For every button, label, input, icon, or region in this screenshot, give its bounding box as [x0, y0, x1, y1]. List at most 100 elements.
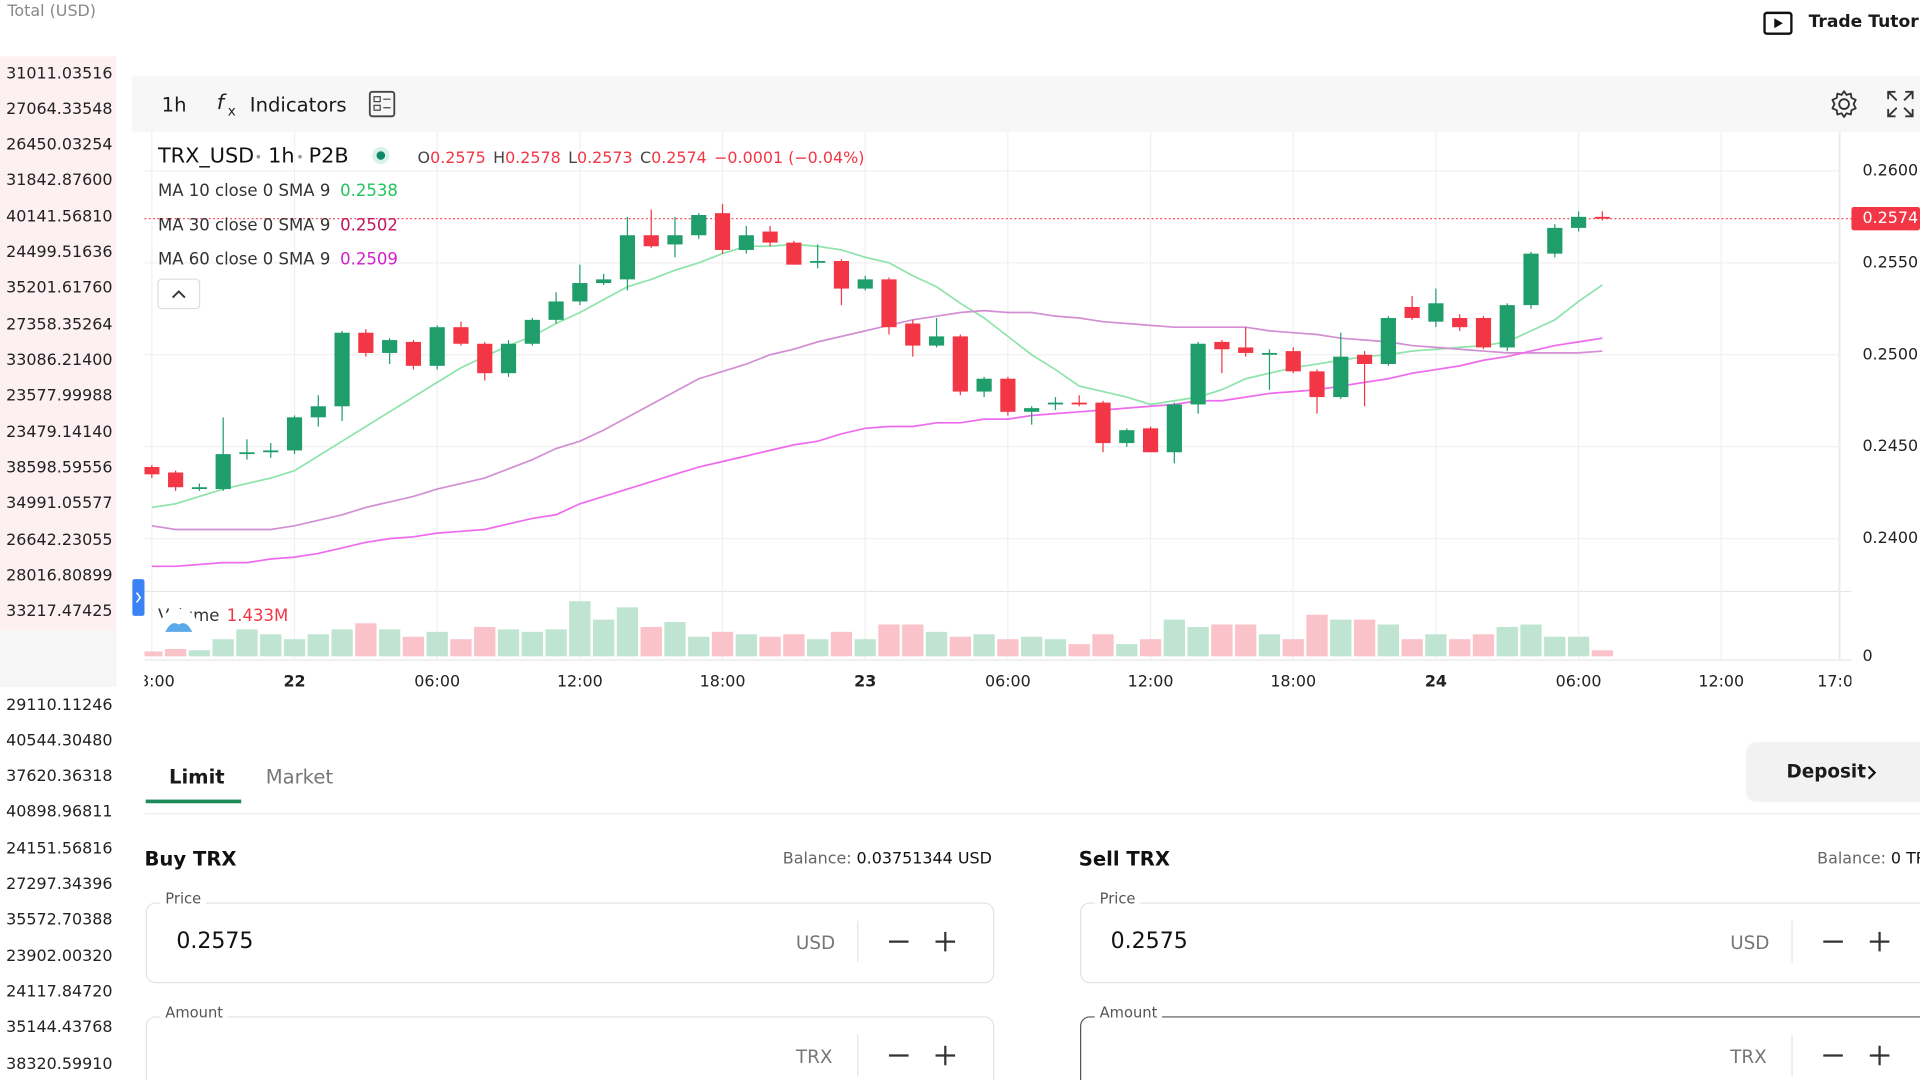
last-price-tag [1851, 207, 1920, 231]
total-value: 27297.34396 [6, 875, 113, 895]
volume-icon [165, 623, 193, 632]
volume-bar [283, 639, 306, 657]
y-tick-label: 0.2450 [1862, 436, 1918, 455]
toggle-chevron [135, 592, 142, 603]
y-tick-label: 0.2550 [1862, 252, 1918, 271]
ma-legend: MA 60 close 0 SMA 9 0.2509 [158, 249, 398, 268]
side-panel-toggle[interactable] [132, 579, 145, 616]
ma-line [151, 337, 1603, 568]
input-divider [1791, 920, 1793, 963]
ma-value: 0.2509 [340, 249, 398, 268]
candle-body [1404, 306, 1420, 319]
candle-body [382, 340, 398, 353]
candle-body [1475, 318, 1492, 348]
total-value: 33086.21400 [6, 351, 113, 370]
stepper[interactable] [887, 1043, 973, 1067]
x-tick-label: 06:00 [985, 672, 1031, 691]
candle-body [691, 215, 707, 236]
y-tick-label: 0.2400 [1862, 528, 1918, 547]
total-value: 23479.14140 [6, 423, 113, 442]
candle-body [928, 336, 945, 346]
volume-bar [664, 622, 686, 657]
volume-bar [1567, 636, 1590, 657]
ohlc-label: H [493, 147, 505, 166]
candles [144, 203, 1610, 491]
candle-body [1570, 216, 1587, 228]
price-value: 0.2575 [1110, 928, 1188, 954]
fullscreen-button[interactable] [1887, 90, 1914, 118]
interval-button[interactable]: 1h [161, 93, 187, 117]
candle-body [1356, 354, 1373, 364]
stepper[interactable] [1821, 1043, 1907, 1067]
candle-body [1000, 378, 1016, 412]
candle-body [429, 327, 445, 366]
total-value: 26450.03254 [6, 136, 113, 155]
total-value: 37620.36318 [6, 767, 113, 787]
price-input[interactable] [145, 902, 995, 984]
deposit-button[interactable]: Deposit [1746, 742, 1920, 803]
price-input[interactable] [1080, 902, 1920, 984]
volume-bar [402, 636, 425, 657]
volume-bar [711, 631, 734, 657]
volume-bar [144, 651, 163, 657]
interval: 1h [268, 144, 294, 168]
candle-body [1095, 402, 1111, 444]
candle-body [1523, 253, 1539, 306]
layout-button[interactable] [368, 90, 398, 118]
candle-body [1190, 343, 1206, 405]
stepper[interactable] [1821, 929, 1907, 953]
total-value: 38320.59910 [6, 1055, 113, 1074]
volume-bar [1544, 636, 1566, 657]
candle-body [786, 242, 802, 265]
volume-bar [355, 623, 377, 657]
volume-bar [592, 619, 615, 657]
settings-button[interactable] [1829, 89, 1858, 118]
collapse-legend-button[interactable] [157, 278, 201, 310]
amount-input[interactable] [1080, 1016, 1920, 1080]
x-tick-label: 17:00 [1817, 672, 1863, 691]
volume-bar [1163, 619, 1185, 657]
deposit-chevron [1867, 765, 1877, 780]
price-unit: USD [795, 931, 836, 954]
candle-body [596, 279, 612, 284]
volume-bar [688, 636, 710, 657]
ma-value: 0.2502 [340, 215, 398, 234]
candle-body [1071, 402, 1087, 405]
candle-body [1024, 408, 1040, 412]
candle-body [239, 452, 255, 455]
price-axis: 0.2400 0.2450 0.2500 0.2550 0.2600 0 0.2574 [1851, 160, 1920, 665]
limit-tab[interactable]: Limit [168, 765, 225, 789]
amount-input[interactable] [145, 1016, 995, 1080]
total-value: 40898.96811 [6, 803, 113, 823]
candle-body [810, 260, 826, 263]
candle-body [144, 466, 160, 475]
candle-body [1047, 402, 1064, 405]
total-value: 24151.56816 [6, 839, 113, 859]
candle-body [191, 487, 207, 490]
price-unit: USD [1730, 931, 1770, 954]
candle-body [1142, 428, 1159, 453]
stepper[interactable] [887, 929, 973, 953]
volume-bar [783, 634, 805, 657]
volume-bar [164, 648, 187, 657]
ma-value: 0.2538 [340, 181, 398, 200]
balance: Balance:0 TRX [1817, 850, 1920, 868]
total-value: 26642.23055 [6, 531, 113, 550]
volume-bar [616, 607, 639, 657]
volume-bar [236, 629, 258, 657]
active-tab-indicator [145, 799, 242, 804]
volume-bar [997, 639, 1019, 657]
volume-bar [569, 601, 591, 657]
indicators-button[interactable]: Indicators [249, 93, 347, 117]
market-tab[interactable]: Market [265, 765, 334, 789]
candle-body [619, 235, 636, 280]
volume-bar [1520, 624, 1542, 657]
ohlc-value: 0.2578 [505, 147, 561, 166]
candle-body [1119, 430, 1135, 444]
separator [256, 154, 261, 159]
volume-bar [1116, 644, 1138, 657]
candle-body [405, 341, 422, 366]
candle-body [310, 406, 326, 418]
x-tick-label: 12:00 [557, 672, 603, 691]
